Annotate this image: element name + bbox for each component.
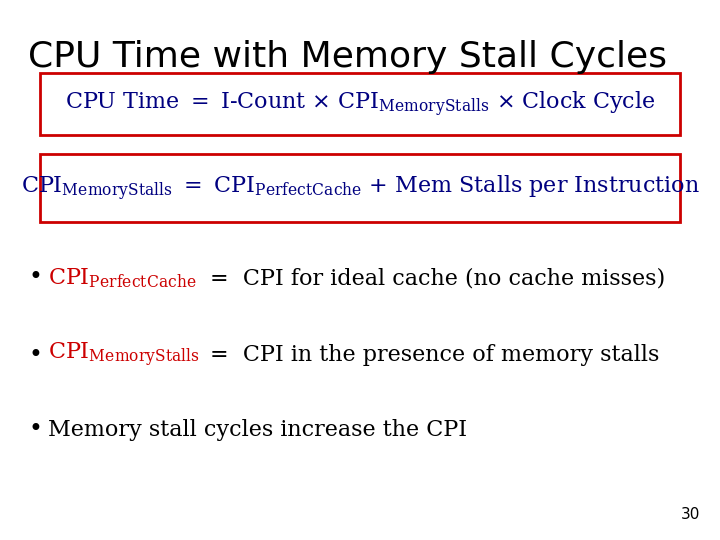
Text: CPI$_{\mathregular{PerfectCache}}$: CPI$_{\mathregular{PerfectCache}}$ [48, 266, 197, 290]
Text: CPU Time with Memory Stall Cycles: CPU Time with Memory Stall Cycles [28, 40, 667, 74]
Text: Memory stall cycles increase the CPI: Memory stall cycles increase the CPI [48, 419, 467, 441]
Text: 30: 30 [680, 507, 700, 522]
Bar [40, 73, 680, 135]
Text: •: • [28, 267, 42, 289]
Text: CPI$_{\mathregular{MemoryStalls}}$: CPI$_{\mathregular{MemoryStalls}}$ [48, 341, 200, 369]
Text: =  CPI for ideal cache (no cache misses): = CPI for ideal cache (no cache misses) [210, 267, 665, 289]
Text: •: • [28, 343, 42, 367]
Bar [40, 154, 680, 222]
Text: =  CPI in the presence of memory stalls: = CPI in the presence of memory stalls [210, 344, 660, 366]
Text: •: • [28, 418, 42, 442]
Text: CPI$_{\mathregular{MemoryStalls}}$ $=$ CPI$_{\mathregular{PerfectCache}}$ $+$ Me: CPI$_{\mathregular{MemoryStalls}}$ $=$ C… [21, 173, 699, 202]
Text: CPU Time $=$ I-Count $\times$ CPI$_{\mathregular{MemoryStalls}}$ $\times$ Clock : CPU Time $=$ I-Count $\times$ CPI$_{\mat… [65, 90, 655, 119]
